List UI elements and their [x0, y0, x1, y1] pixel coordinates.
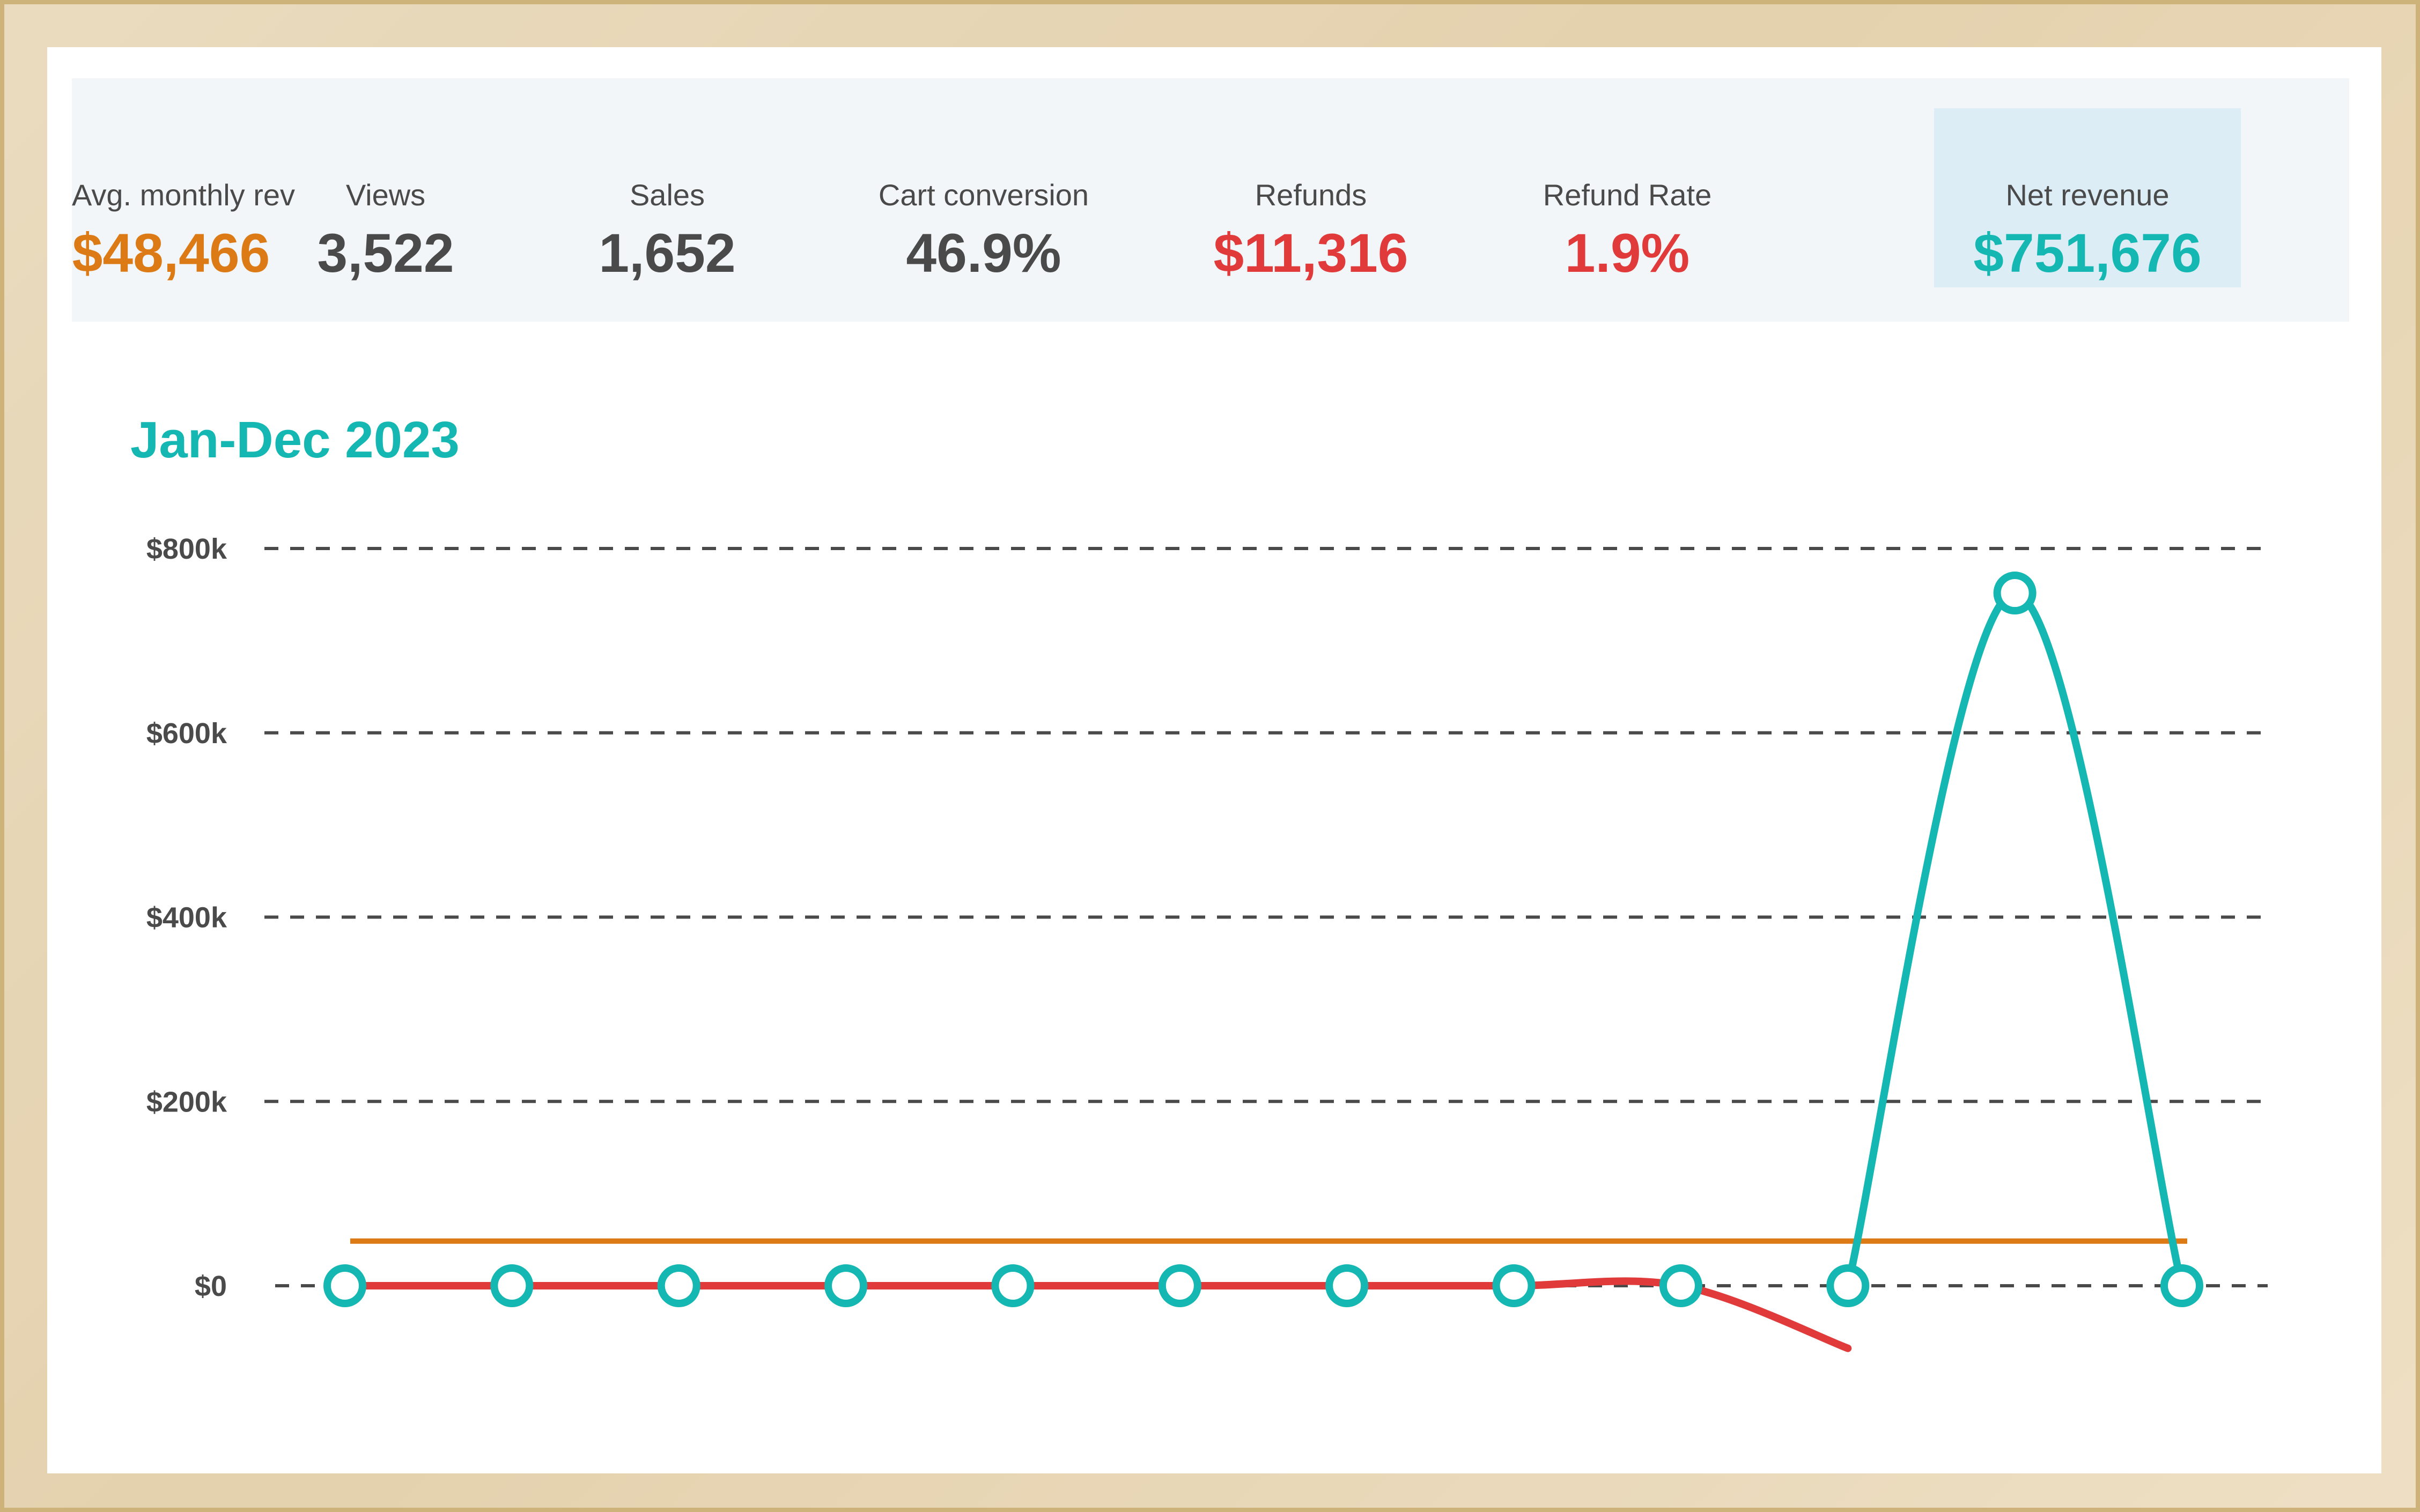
stat-value: $48,466	[72, 223, 270, 284]
stat-sales: Sales 1,652	[560, 78, 774, 322]
grid-lines	[264, 547, 2268, 1287]
chart-title: Jan-Dec 2023	[130, 411, 460, 469]
stats-bar: Avg. monthly rev $48,466 Views 3,522 Sal…	[72, 78, 2349, 322]
highlight-background	[1934, 108, 2241, 287]
data-point	[490, 1264, 534, 1307]
y-tick-label: $200k	[146, 1086, 227, 1118]
stat-avg-monthly-rev: Avg. monthly rev $48,466	[72, 78, 296, 322]
stat-value: 1,652	[599, 223, 736, 284]
data-point	[1158, 1264, 1201, 1307]
stat-value: 1.9%	[1565, 223, 1690, 284]
stat-label: Cart conversion	[878, 178, 1089, 212]
y-tick-label: $0	[195, 1270, 227, 1302]
stat-value: $751,676	[1973, 223, 2202, 284]
refunds-line	[341, 1277, 1852, 1352]
stat-label: Sales	[629, 178, 705, 212]
data-point	[1492, 1264, 1536, 1307]
stat-views: Views 3,522	[286, 78, 485, 322]
revenue-points	[323, 572, 2203, 1307]
stat-label: Views	[345, 178, 426, 212]
stat-label: Refunds	[1255, 178, 1367, 212]
refunds-series	[341, 1277, 1852, 1352]
stat-label: Refund Rate	[1543, 178, 1712, 212]
y-tick-label: $400k	[146, 902, 227, 934]
stat-value: 46.9%	[906, 223, 1061, 284]
stat-value: $11,316	[1213, 223, 1408, 284]
stat-refund-rate: Refund Rate 1.9%	[1493, 78, 1761, 322]
data-point	[2160, 1264, 2203, 1307]
data-point	[1659, 1264, 1702, 1307]
stat-cart-conversion: Cart conversion 46.9%	[833, 78, 1134, 322]
data-point	[1993, 572, 2037, 615]
y-axis-ticks: $0 $200k $400k $600k $800k	[146, 533, 227, 1302]
stat-label: Net revenue	[2005, 178, 2170, 212]
stat-label: Avg. monthly rev	[72, 178, 296, 212]
data-point	[1325, 1264, 1369, 1307]
revenue-line-chart: $0 $200k $400k $600k $800k	[146, 533, 2268, 1352]
dashboard-card: Avg. monthly rev $48,466 Views 3,522 Sal…	[47, 47, 2381, 1473]
stat-value: 3,522	[317, 223, 454, 284]
data-point	[991, 1264, 1035, 1307]
stat-refunds: Refunds $11,316	[1177, 78, 1445, 322]
data-point	[657, 1264, 700, 1307]
stat-net-revenue: Net revenue $751,676	[1934, 78, 2241, 322]
revenue-series	[1844, 589, 2186, 1289]
y-tick-label: $800k	[146, 533, 227, 565]
revenue-line	[1844, 589, 2186, 1289]
data-point	[824, 1264, 868, 1307]
data-point	[323, 1264, 366, 1307]
y-tick-label: $600k	[146, 717, 227, 750]
data-point	[1826, 1264, 1870, 1307]
